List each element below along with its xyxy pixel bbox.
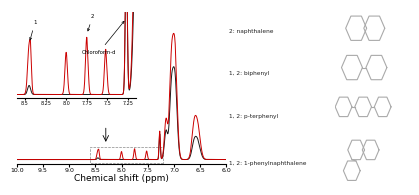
X-axis label: Chemical shift (ppm): Chemical shift (ppm) — [74, 174, 169, 183]
Text: 1, 2: p-terphenyl: 1, 2: p-terphenyl — [229, 114, 278, 119]
Text: 2: 2 — [88, 14, 94, 31]
Text: 1, 2: 1-phenylnaphthalene: 1, 2: 1-phenylnaphthalene — [229, 160, 306, 166]
Bar — [90, 147, 163, 163]
Legend: Pristine PS, Irradiated PS: Pristine PS, Irradiated PS — [20, 14, 66, 26]
Text: Chloroform-d: Chloroform-d — [82, 21, 124, 55]
Text: 1, 2: biphenyl: 1, 2: biphenyl — [229, 71, 269, 76]
Text: 2: naphthalene: 2: naphthalene — [229, 29, 273, 35]
Text: 1: 1 — [30, 20, 36, 40]
